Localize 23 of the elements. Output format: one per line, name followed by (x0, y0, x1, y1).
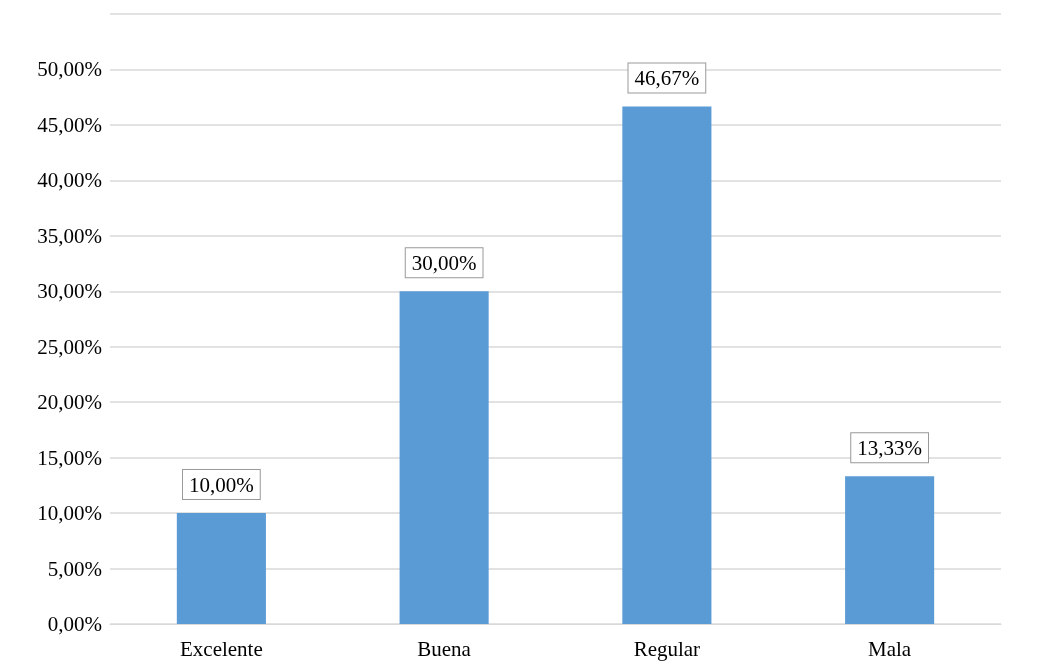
y-tick-label: 25,00% (37, 334, 102, 359)
y-tick-label: 35,00% (37, 223, 102, 248)
x-tick-label: Regular (633, 636, 701, 661)
data-label: 10,00% (189, 472, 254, 497)
y-tick-label: 15,00% (37, 445, 102, 470)
y-tick-label: 45,00% (37, 112, 102, 137)
data-label: 13,33% (857, 435, 922, 460)
data-label: 46,67% (634, 65, 700, 90)
x-tick-label: Buena (417, 636, 472, 661)
y-tick-label: 20,00% (37, 390, 102, 415)
y-tick-label: 50,00% (37, 57, 102, 82)
bar (399, 291, 489, 624)
y-tick-label: 0,00% (47, 612, 102, 636)
x-tick-label: Excelente (179, 636, 263, 661)
x-tick-label: Mala (868, 636, 912, 661)
y-tick-label: 40,00% (37, 168, 102, 193)
y-tick-label: 5,00% (47, 556, 102, 581)
y-tick-label: 10,00% (37, 501, 102, 526)
bar (622, 106, 712, 624)
data-label: 30,00% (411, 250, 477, 275)
bar (845, 476, 935, 624)
y-tick-label: 30,00% (37, 279, 102, 304)
bar (176, 513, 266, 624)
